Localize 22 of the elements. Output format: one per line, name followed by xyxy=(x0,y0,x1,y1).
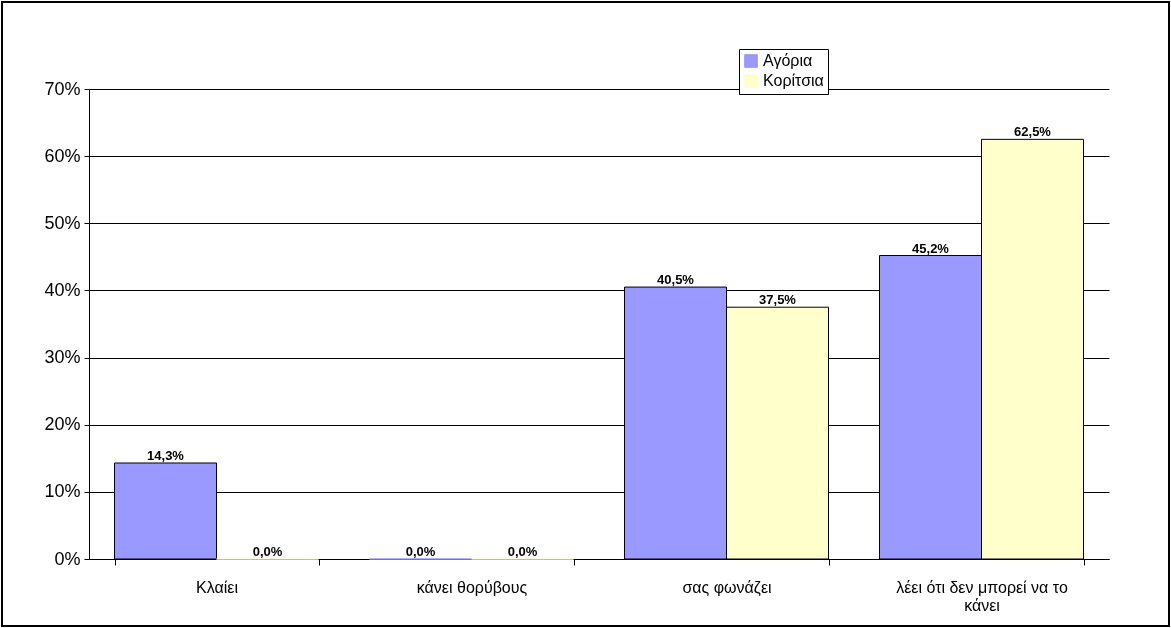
data-label: 40,5% xyxy=(657,272,695,288)
y-tick-label: 20% xyxy=(44,414,81,435)
data-label: 0,0% xyxy=(405,544,436,559)
y-tick-label: 50% xyxy=(44,212,81,233)
legend-label: Κορίτσια xyxy=(763,72,824,89)
data-label: 14,3% xyxy=(147,447,185,463)
y-tick-label: 70% xyxy=(44,78,81,99)
y-tick-label: 10% xyxy=(44,481,81,502)
y-tick-label: 30% xyxy=(44,347,81,368)
x-tick-label: λέει ότι δεν μπορεί να το κάνει xyxy=(896,578,1068,614)
y-tick-label: 40% xyxy=(44,279,81,300)
legend-label: Αγόρια xyxy=(763,52,813,69)
y-tick-label: 60% xyxy=(44,145,81,166)
y-tick-label: 0% xyxy=(54,548,81,569)
x-tick-label: Κλαίει xyxy=(196,578,239,596)
data-label: 62,5% xyxy=(1014,124,1052,140)
data-label: 0,0% xyxy=(507,544,538,559)
data-label: 37,5% xyxy=(759,292,797,308)
data-label: 0,0% xyxy=(252,544,283,559)
x-tick-label: κάνει θορύβους xyxy=(416,578,528,596)
x-tick-label: σας φωνάζει xyxy=(682,578,773,597)
data-label: 45,2% xyxy=(912,240,950,256)
